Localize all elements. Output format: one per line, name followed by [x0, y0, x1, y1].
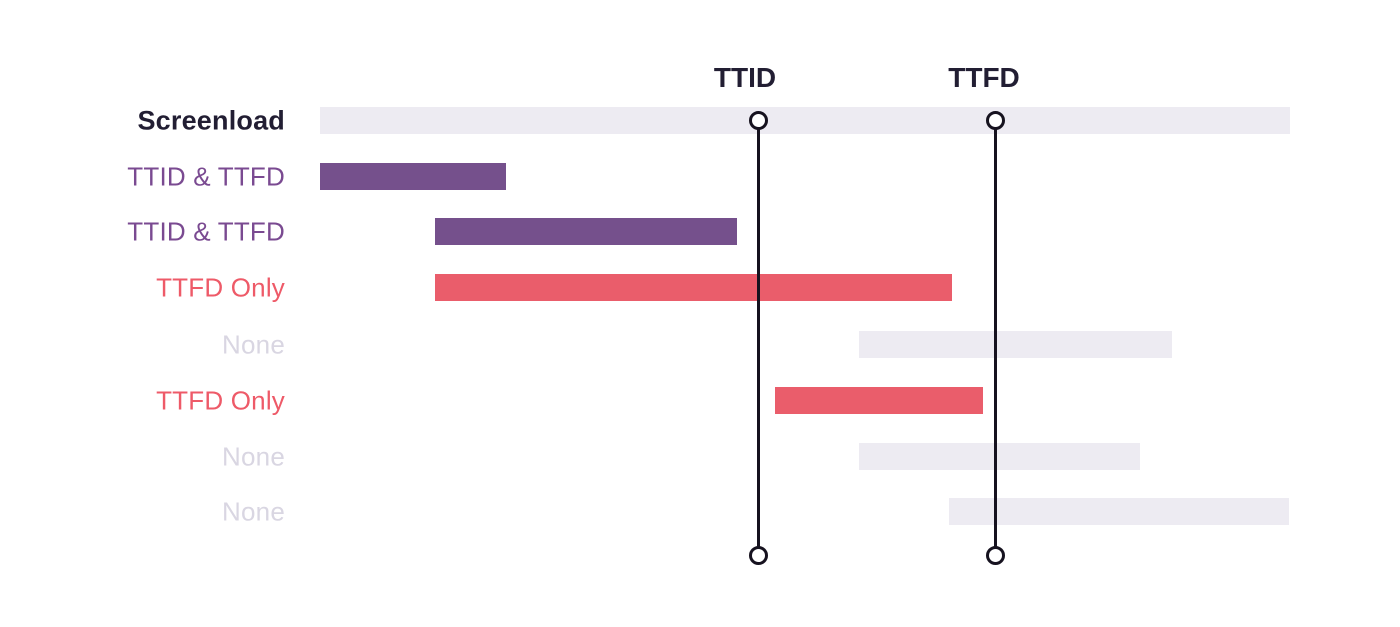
row-label: TTFD Only: [156, 385, 285, 415]
marker-label-ttid: TTID: [713, 62, 777, 93]
timeline-row: None: [0, 329, 1400, 359]
span-bar: [435, 274, 952, 301]
span-bar: [435, 218, 737, 245]
span-bar: [859, 331, 1172, 358]
row-label: None: [222, 496, 285, 526]
row-label: TTID & TTFD: [127, 161, 285, 191]
timeline-row: None: [0, 441, 1400, 471]
span-bar: [949, 498, 1289, 525]
ttid-marker-line: [756, 120, 760, 555]
row-label: None: [222, 329, 285, 359]
ttid-marker-circle-bottom: [748, 545, 768, 565]
timeline-row: TTFD Only: [0, 385, 1400, 415]
span-bar: [320, 163, 506, 190]
row-label: TTID & TTFD: [127, 216, 285, 246]
ttfd-marker-line: [993, 120, 997, 555]
row-label: None: [222, 441, 285, 471]
row-label: TTFD Only: [156, 272, 285, 302]
span-bar: [859, 443, 1140, 470]
timeline-row: TTFD Only: [0, 272, 1400, 302]
span-bar: [775, 387, 983, 414]
timeline-row: Screenload: [0, 105, 1400, 135]
row-label: Screenload: [137, 105, 285, 135]
ttfd-marker-circle-bottom: [985, 545, 1005, 565]
span-bar: [320, 107, 1290, 134]
ttid-marker-circle-top: [748, 110, 768, 130]
timeline-row: None: [0, 496, 1400, 526]
timeline-row: TTID & TTFD: [0, 161, 1400, 191]
ttfd-marker-circle-top: [985, 110, 1005, 130]
timeline-row: TTID & TTFD: [0, 216, 1400, 246]
marker-label-ttfd: TTFD: [948, 62, 1020, 93]
